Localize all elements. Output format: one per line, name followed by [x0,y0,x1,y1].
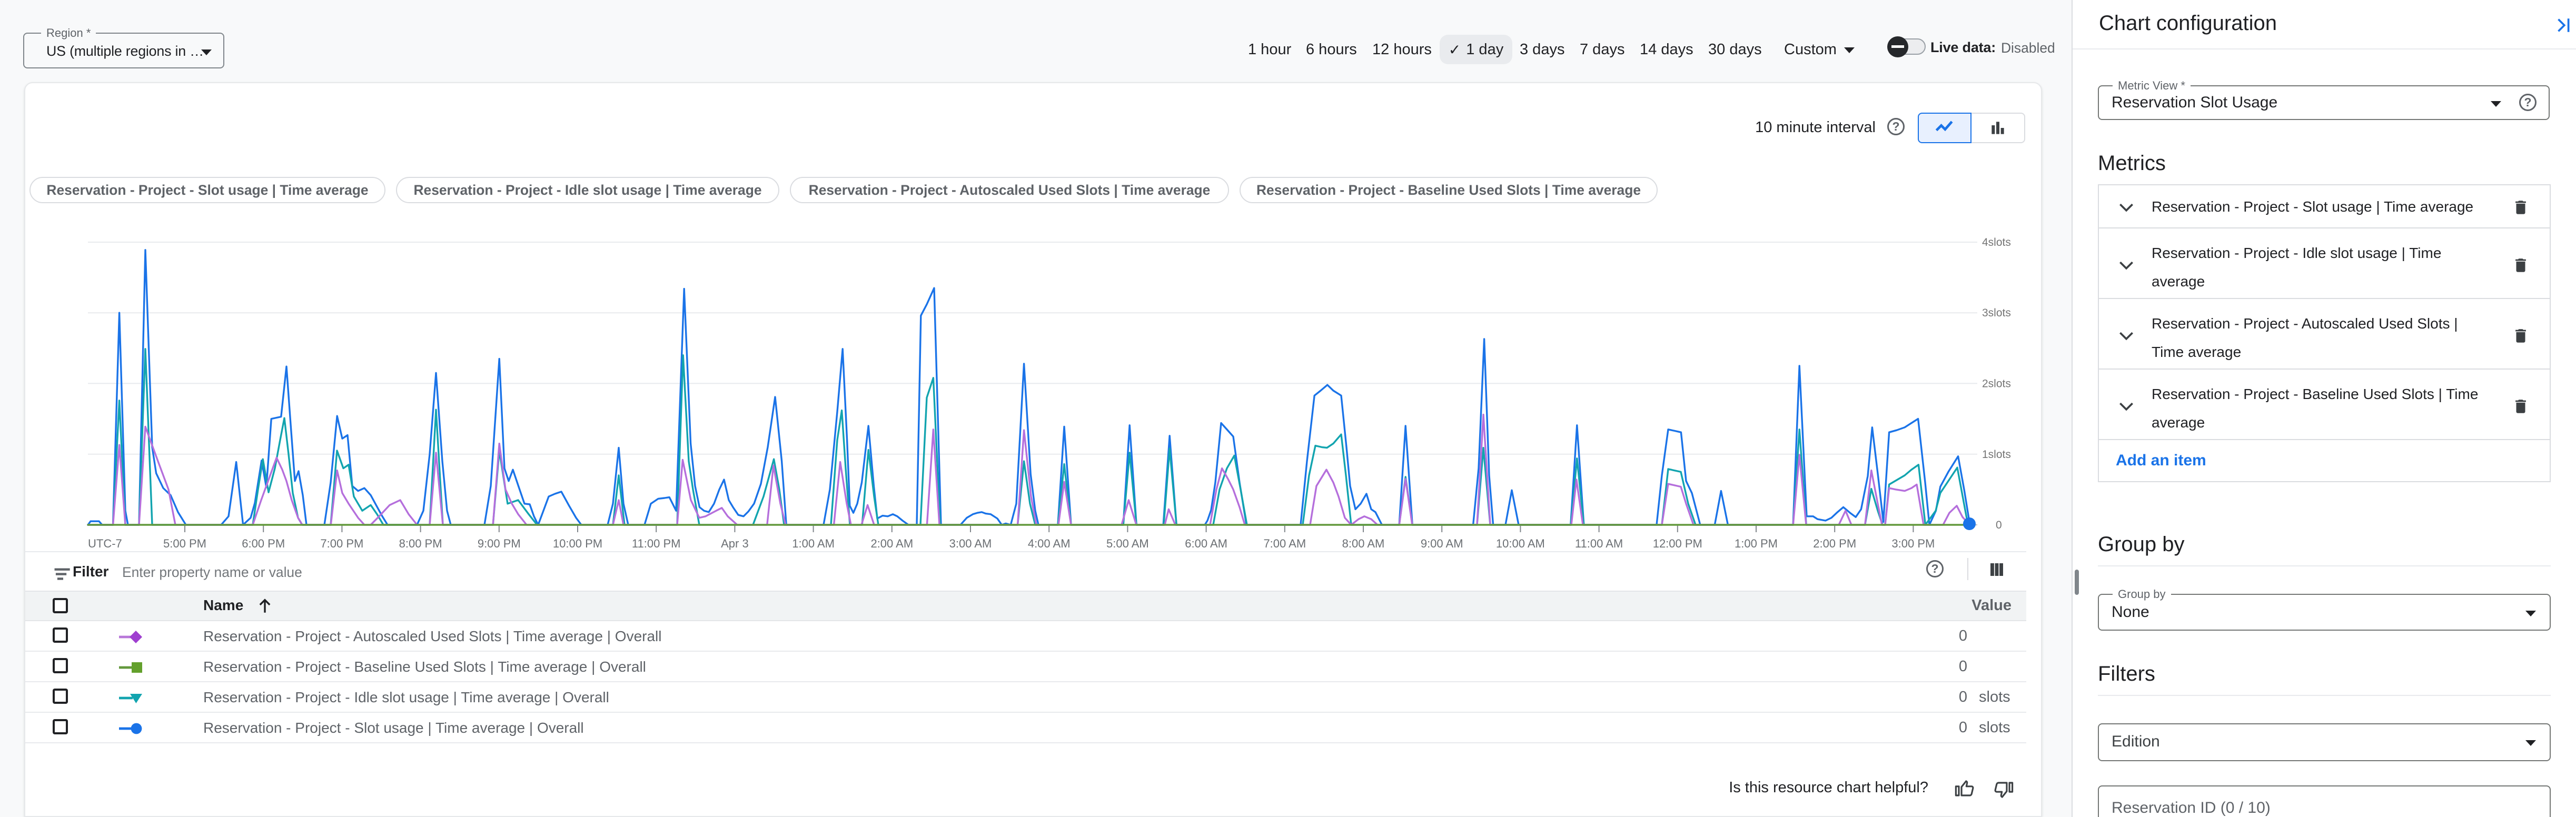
svg-text:8:00 PM: 8:00 PM [399,537,442,550]
svg-text:12:00 PM: 12:00 PM [1653,537,1702,550]
svg-text:3:00 AM: 3:00 AM [949,537,992,550]
svg-text:4:00 AM: 4:00 AM [1028,537,1071,550]
svg-text:9:00 AM: 9:00 AM [1421,537,1463,550]
svg-text:6:00 PM: 6:00 PM [242,537,285,550]
svg-text:4slots: 4slots [1982,236,2011,248]
svg-text:2slots: 2slots [1982,377,2011,390]
svg-text:1:00 PM: 1:00 PM [1735,537,1778,550]
svg-text:6:00 AM: 6:00 AM [1185,537,1227,550]
svg-text:7:00 PM: 7:00 PM [320,537,363,550]
svg-text:Apr 3: Apr 3 [721,537,749,550]
svg-text:2:00 PM: 2:00 PM [1813,537,1856,550]
svg-text:11:00 PM: 11:00 PM [632,537,681,550]
svg-text:11:00 AM: 11:00 AM [1575,537,1623,550]
svg-text:10:00 PM: 10:00 PM [553,537,602,550]
svg-text:5:00 AM: 5:00 AM [1106,537,1149,550]
svg-text:3:00 PM: 3:00 PM [1891,537,1935,550]
svg-text:5:00 PM: 5:00 PM [163,537,206,550]
svg-text:7:00 AM: 7:00 AM [1263,537,1306,550]
svg-text:9:00 PM: 9:00 PM [478,537,521,550]
svg-text:UTC-7: UTC-7 [88,537,122,550]
svg-text:1slots: 1slots [1982,449,2011,461]
svg-text:1:00 AM: 1:00 AM [792,537,835,550]
svg-text:3slots: 3slots [1982,307,2011,319]
svg-text:10:00 AM: 10:00 AM [1496,537,1545,550]
svg-text:0: 0 [1996,519,2002,531]
svg-text:8:00 AM: 8:00 AM [1342,537,1385,550]
svg-text:2:00 AM: 2:00 AM [870,537,913,550]
